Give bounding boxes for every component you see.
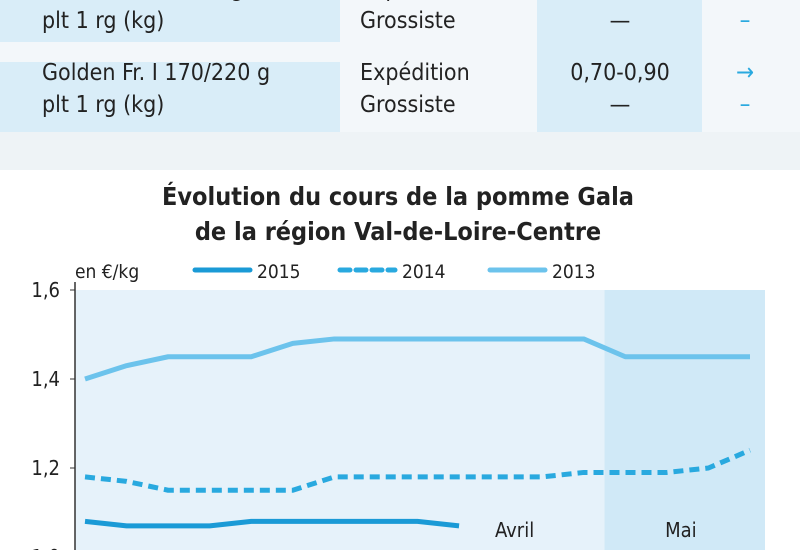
cell bbox=[0, 62, 340, 132]
y-tick-label: 1,6 bbox=[31, 278, 60, 302]
price-text: 0,70-0,90 bbox=[570, 60, 670, 86]
trend-text: – bbox=[740, 90, 751, 118]
chart-title: de la région Val-de-Loire-Centre bbox=[195, 217, 601, 246]
stage-text: Grossiste bbox=[360, 92, 456, 118]
x-tick-label: Avril bbox=[495, 518, 534, 542]
price-text: — bbox=[610, 92, 631, 118]
trend-text: – bbox=[740, 6, 751, 34]
trend-text: → bbox=[736, 58, 754, 86]
price-text: — bbox=[610, 8, 631, 34]
series-line bbox=[84, 518, 460, 529]
legend-label: 2013 bbox=[552, 261, 596, 283]
price-text: 1,65-1,75 bbox=[570, 0, 670, 2]
series-line bbox=[84, 447, 751, 493]
chart-title: Évolution du cours de la pomme Gala bbox=[162, 182, 634, 211]
product-text: plt 1 rg (kg) bbox=[42, 92, 164, 118]
stage-text: Grossiste bbox=[360, 8, 456, 34]
legend-label: 2014 bbox=[402, 261, 446, 283]
y-tick-label: 1,2 bbox=[31, 456, 60, 480]
product-text: Gala Fr. I 170/220 g bbox=[42, 0, 244, 2]
legend-label: 2015 bbox=[257, 261, 301, 283]
month-shade bbox=[604, 290, 765, 550]
trend-text: → bbox=[736, 0, 754, 2]
y-tick-label: 1,0 bbox=[31, 545, 60, 550]
product-text: plt 1 rg (kg) bbox=[42, 8, 164, 34]
cell bbox=[0, 0, 340, 42]
gap bbox=[0, 132, 800, 170]
series-line bbox=[84, 336, 750, 382]
y-label: en €/kg bbox=[75, 261, 139, 283]
cell bbox=[537, 0, 702, 132]
x-tick-label: Mai bbox=[665, 518, 697, 542]
stage-text: Expédition bbox=[360, 60, 470, 86]
y-tick-label: 1,4 bbox=[31, 367, 60, 391]
product-text: Golden Fr. I 170/220 g bbox=[42, 60, 270, 86]
stage-text: Expédition bbox=[360, 0, 470, 2]
